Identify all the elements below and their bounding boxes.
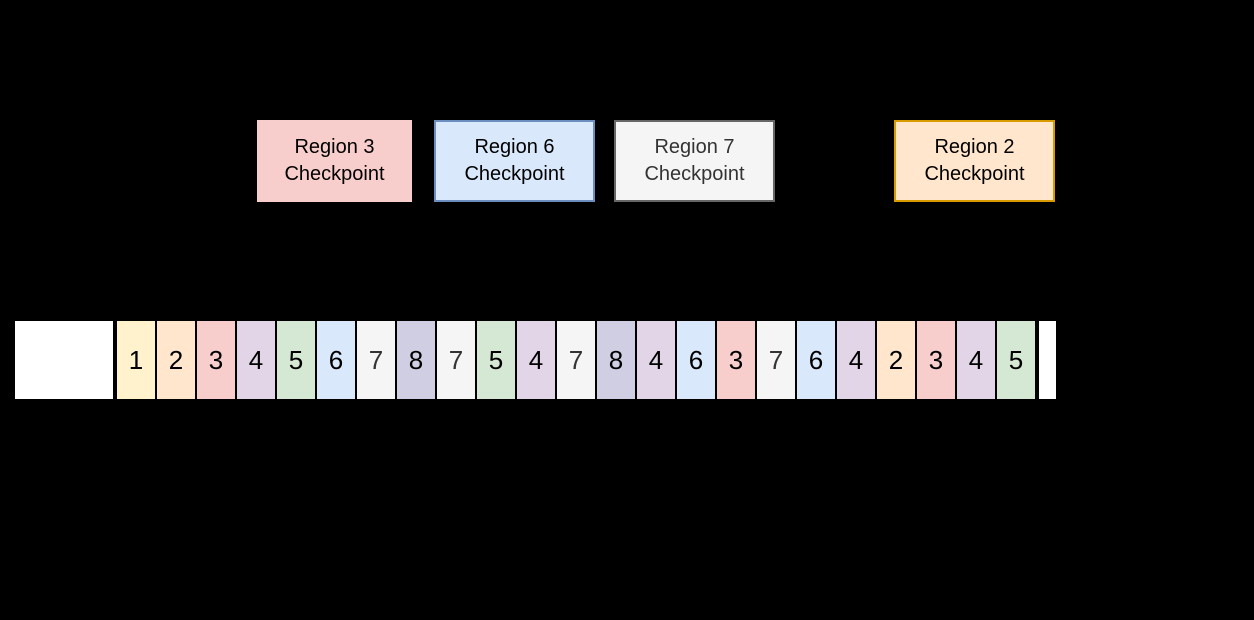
sequence-cell: 8 xyxy=(396,320,436,400)
strip-tail-box xyxy=(1038,320,1057,400)
sequence-cell: 3 xyxy=(916,320,956,400)
strip-lead-box xyxy=(14,320,114,400)
sequence-cell: 4 xyxy=(956,320,996,400)
sequence-cell: 7 xyxy=(436,320,476,400)
checkpoint-title: Region 2 xyxy=(934,136,1015,158)
sequence-cell: 6 xyxy=(316,320,356,400)
sequence-cell: 4 xyxy=(836,320,876,400)
sequence-cell: 7 xyxy=(556,320,596,400)
sequence-cell: 2 xyxy=(156,320,196,400)
sequence-cell: 6 xyxy=(796,320,836,400)
sequence-cell: 8 xyxy=(596,320,636,400)
sequence-cell: 4 xyxy=(516,320,556,400)
sequence-cell: 4 xyxy=(636,320,676,400)
checkpoint-title: Region 6 xyxy=(474,136,555,158)
checkpoint-title: Region 3 xyxy=(294,136,375,158)
checkpoint-title: Region 7 xyxy=(654,136,735,158)
sequence-cell: 6 xyxy=(676,320,716,400)
checkpoint-box-region-2: Region 2 Checkpoint xyxy=(894,120,1055,202)
sequence-cell: 5 xyxy=(996,320,1036,400)
checkpoint-box-region-7: Region 7 Checkpoint xyxy=(614,120,775,202)
checkpoint-box-region-6: Region 6 Checkpoint xyxy=(434,120,595,202)
checkpoint-subtitle: Checkpoint xyxy=(464,163,565,185)
checkpoint-subtitle: Checkpoint xyxy=(644,163,745,185)
sequence-cell: 3 xyxy=(716,320,756,400)
sequence-cell: 5 xyxy=(476,320,516,400)
sequence-cell: 3 xyxy=(196,320,236,400)
checkpoint-box-region-3: Region 3 Checkpoint xyxy=(257,120,412,202)
sequence-cell: 1 xyxy=(116,320,156,400)
sequence-cell: 4 xyxy=(236,320,276,400)
sequence-cell: 7 xyxy=(756,320,796,400)
sequence-cell: 7 xyxy=(356,320,396,400)
sequence-cell: 5 xyxy=(276,320,316,400)
sequence-cell: 2 xyxy=(876,320,916,400)
checkpoint-subtitle: Checkpoint xyxy=(284,163,385,185)
checkpoint-subtitle: Checkpoint xyxy=(924,163,1025,185)
